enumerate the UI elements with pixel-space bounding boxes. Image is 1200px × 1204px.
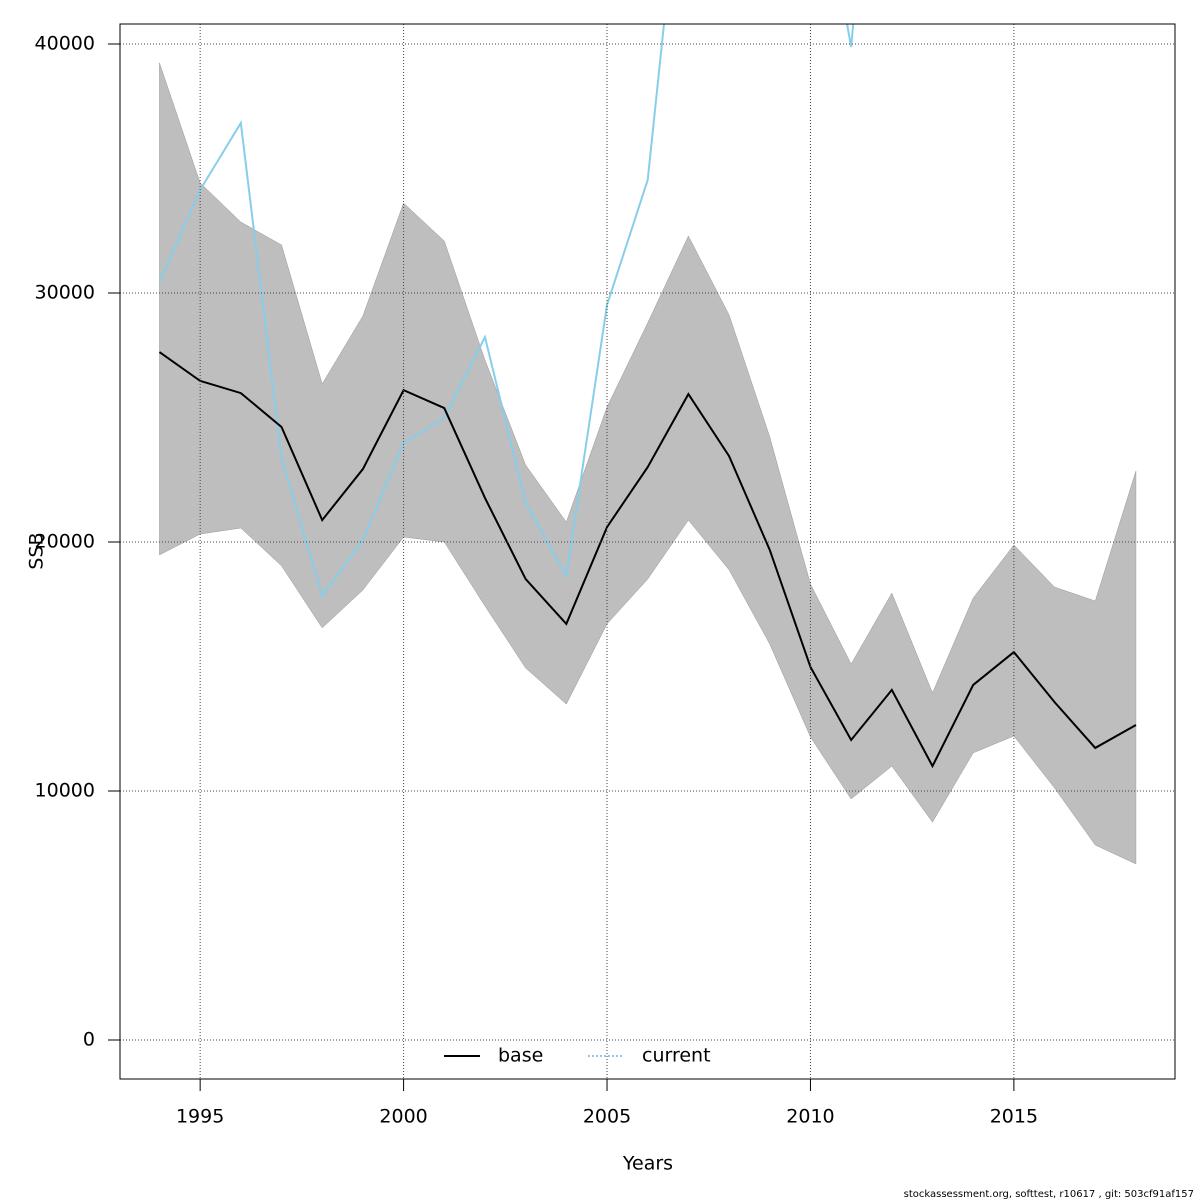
plot-area <box>158 24 1137 865</box>
footer: stockassessment.org, softtest, r10617 , … <box>904 1189 1194 1200</box>
x-tick-label: 2015 <box>990 1106 1038 1128</box>
y-axis-label: SSB <box>26 532 48 569</box>
y-tick-label: 40000 <box>35 32 95 54</box>
series-line <box>158 24 855 599</box>
y-tick-label: 0 <box>83 1029 95 1051</box>
y-tick-label: 20000 <box>35 531 95 553</box>
series-line <box>158 351 1137 769</box>
legend-label: current <box>642 1045 711 1067</box>
x-axis-label: Years <box>622 1153 673 1175</box>
x-tick-label: 2000 <box>379 1106 427 1128</box>
y-tick-label: 30000 <box>35 281 95 303</box>
x-tick-label: 2005 <box>583 1106 631 1128</box>
y-tick-label: 10000 <box>35 780 95 802</box>
x-tick-label: 1995 <box>176 1106 224 1128</box>
x-tick-label: 2010 <box>786 1106 834 1128</box>
legend-label: base <box>498 1045 543 1067</box>
plot-frame <box>119 23 1176 1080</box>
